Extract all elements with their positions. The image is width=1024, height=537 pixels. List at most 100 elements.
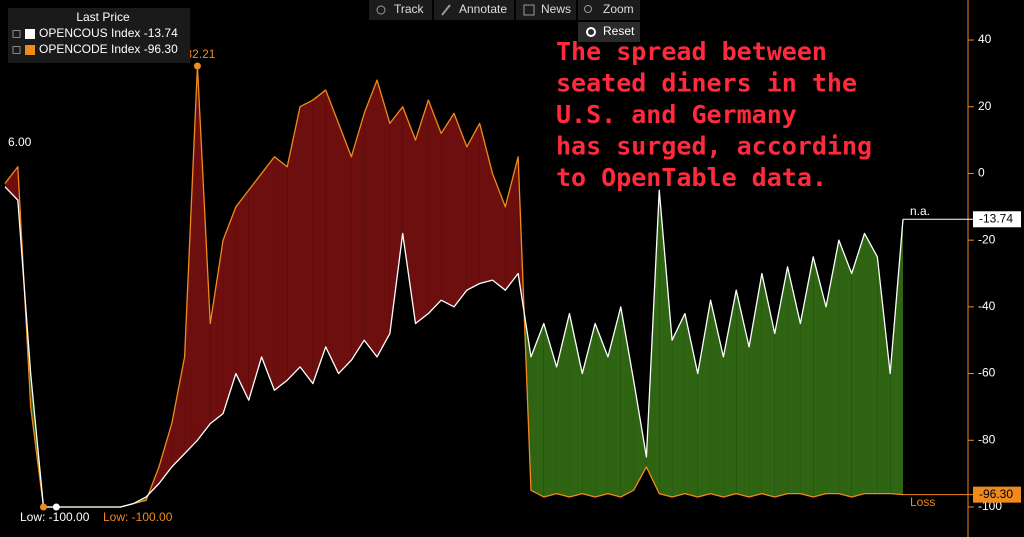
spread-fill <box>787 266 801 494</box>
spread-fill <box>261 156 275 391</box>
spread-fill <box>377 80 390 357</box>
spread-fill <box>454 113 467 307</box>
spread-fill <box>248 173 262 401</box>
reset-icon <box>586 27 596 37</box>
annotate-icon <box>441 4 451 16</box>
spread-fill <box>710 300 724 497</box>
y-tick-label: 0 <box>978 166 985 180</box>
line <box>4 65 904 508</box>
spread-fill <box>838 240 852 497</box>
button-label[interactable]: Reset <box>603 24 635 38</box>
spread-fill <box>415 100 429 324</box>
line <box>4 186 904 508</box>
spread-fill <box>338 123 352 374</box>
spread-fill <box>428 100 442 314</box>
spread-fill <box>697 300 711 497</box>
spread-fill <box>800 256 814 497</box>
spread-fill <box>210 240 224 424</box>
spread-fill <box>633 380 647 491</box>
spread-fill <box>466 123 480 291</box>
last-tag <box>973 486 1021 503</box>
annotation: to OpenTable data. <box>556 163 827 192</box>
track-icon <box>376 5 386 15</box>
button-bg[interactable] <box>578 22 640 42</box>
spread-fill <box>607 306 621 497</box>
hi-marker <box>193 62 201 70</box>
low-marker <box>52 503 60 511</box>
y-tick-label: -80 <box>978 432 996 446</box>
spread-fill <box>287 106 301 381</box>
spread-fill <box>672 313 685 497</box>
last-tag-label: -96.30 <box>979 487 1013 501</box>
legend-value: -96.30 <box>144 42 178 56</box>
last-tag <box>973 211 1021 228</box>
spread-fill <box>556 313 570 497</box>
spread-fill <box>389 106 403 334</box>
spread-fill <box>774 266 788 497</box>
last-tag-label: -13.74 <box>979 211 1013 225</box>
low-label: Low: -100.00 <box>20 510 90 524</box>
spread-fill <box>851 233 865 497</box>
spread-fill <box>158 423 172 484</box>
spread-fill <box>864 233 878 494</box>
spread-fill <box>761 273 775 497</box>
annotation: has surged, according <box>556 132 872 161</box>
button-bg[interactable] <box>369 0 432 20</box>
legend-value: -13.74 <box>144 26 178 40</box>
button-label[interactable]: Zoom <box>603 2 634 16</box>
legend-name: OPENCOUS Index <box>39 26 140 40</box>
spread-fill <box>197 66 211 441</box>
legend-box <box>8 8 190 63</box>
toolbar: Track Annotate News Zoom Reset <box>369 0 640 42</box>
legend-title: Last Price <box>76 10 130 24</box>
y-tick-label: -60 <box>978 366 996 380</box>
y-tick-label: -100 <box>978 499 1002 513</box>
spread-fill <box>223 206 236 414</box>
end-label: Loss <box>910 495 935 509</box>
spread-fill <box>402 106 416 324</box>
spread-fill <box>877 256 891 494</box>
low-marker <box>39 503 47 511</box>
spread-fill <box>826 240 839 494</box>
legend-swatch <box>25 29 35 39</box>
spread-fill <box>582 323 596 497</box>
spread-fill <box>274 156 288 391</box>
spread-fill <box>736 290 750 497</box>
spread-fill <box>300 100 313 384</box>
zoom-icon <box>584 5 592 13</box>
spread-fill <box>184 66 198 454</box>
spread-fill <box>813 256 827 497</box>
spread-fill <box>659 190 673 497</box>
spread-fill <box>543 323 557 497</box>
legend-expand <box>12 46 21 54</box>
button-bg[interactable] <box>578 0 640 20</box>
legend-label: OPENCODE Index -96.30 <box>39 42 178 56</box>
spread-fill <box>505 156 519 291</box>
spread-fill <box>351 113 365 361</box>
first-label: 6.00 <box>8 135 32 149</box>
y-tick-label: -20 <box>978 232 996 246</box>
legend-label: OPENCOUS Index -13.74 <box>39 26 178 40</box>
spread-fill <box>235 190 249 401</box>
spread-fill <box>595 323 608 497</box>
y-tick-label: -40 <box>978 299 996 313</box>
end-label: n.a. <box>910 204 930 218</box>
y-tick-label: 40 <box>978 32 992 46</box>
legend-expand <box>12 30 21 38</box>
spread-fill <box>620 306 634 497</box>
spread-fill <box>312 90 326 384</box>
spread-fill <box>5 166 18 201</box>
spread-fill <box>530 323 544 497</box>
button-label[interactable]: News <box>541 2 571 16</box>
spread-fill <box>492 173 506 291</box>
spread-fill <box>890 219 903 495</box>
legend-name: OPENCODE Index <box>39 42 140 56</box>
y-tick-label: 20 <box>978 99 992 113</box>
spread-fill <box>364 80 378 357</box>
button-label[interactable]: Track <box>394 2 425 16</box>
button-bg[interactable] <box>434 0 514 20</box>
button-label[interactable]: Annotate <box>459 2 507 16</box>
spread-fill <box>325 90 339 374</box>
spread-fill <box>441 113 454 307</box>
